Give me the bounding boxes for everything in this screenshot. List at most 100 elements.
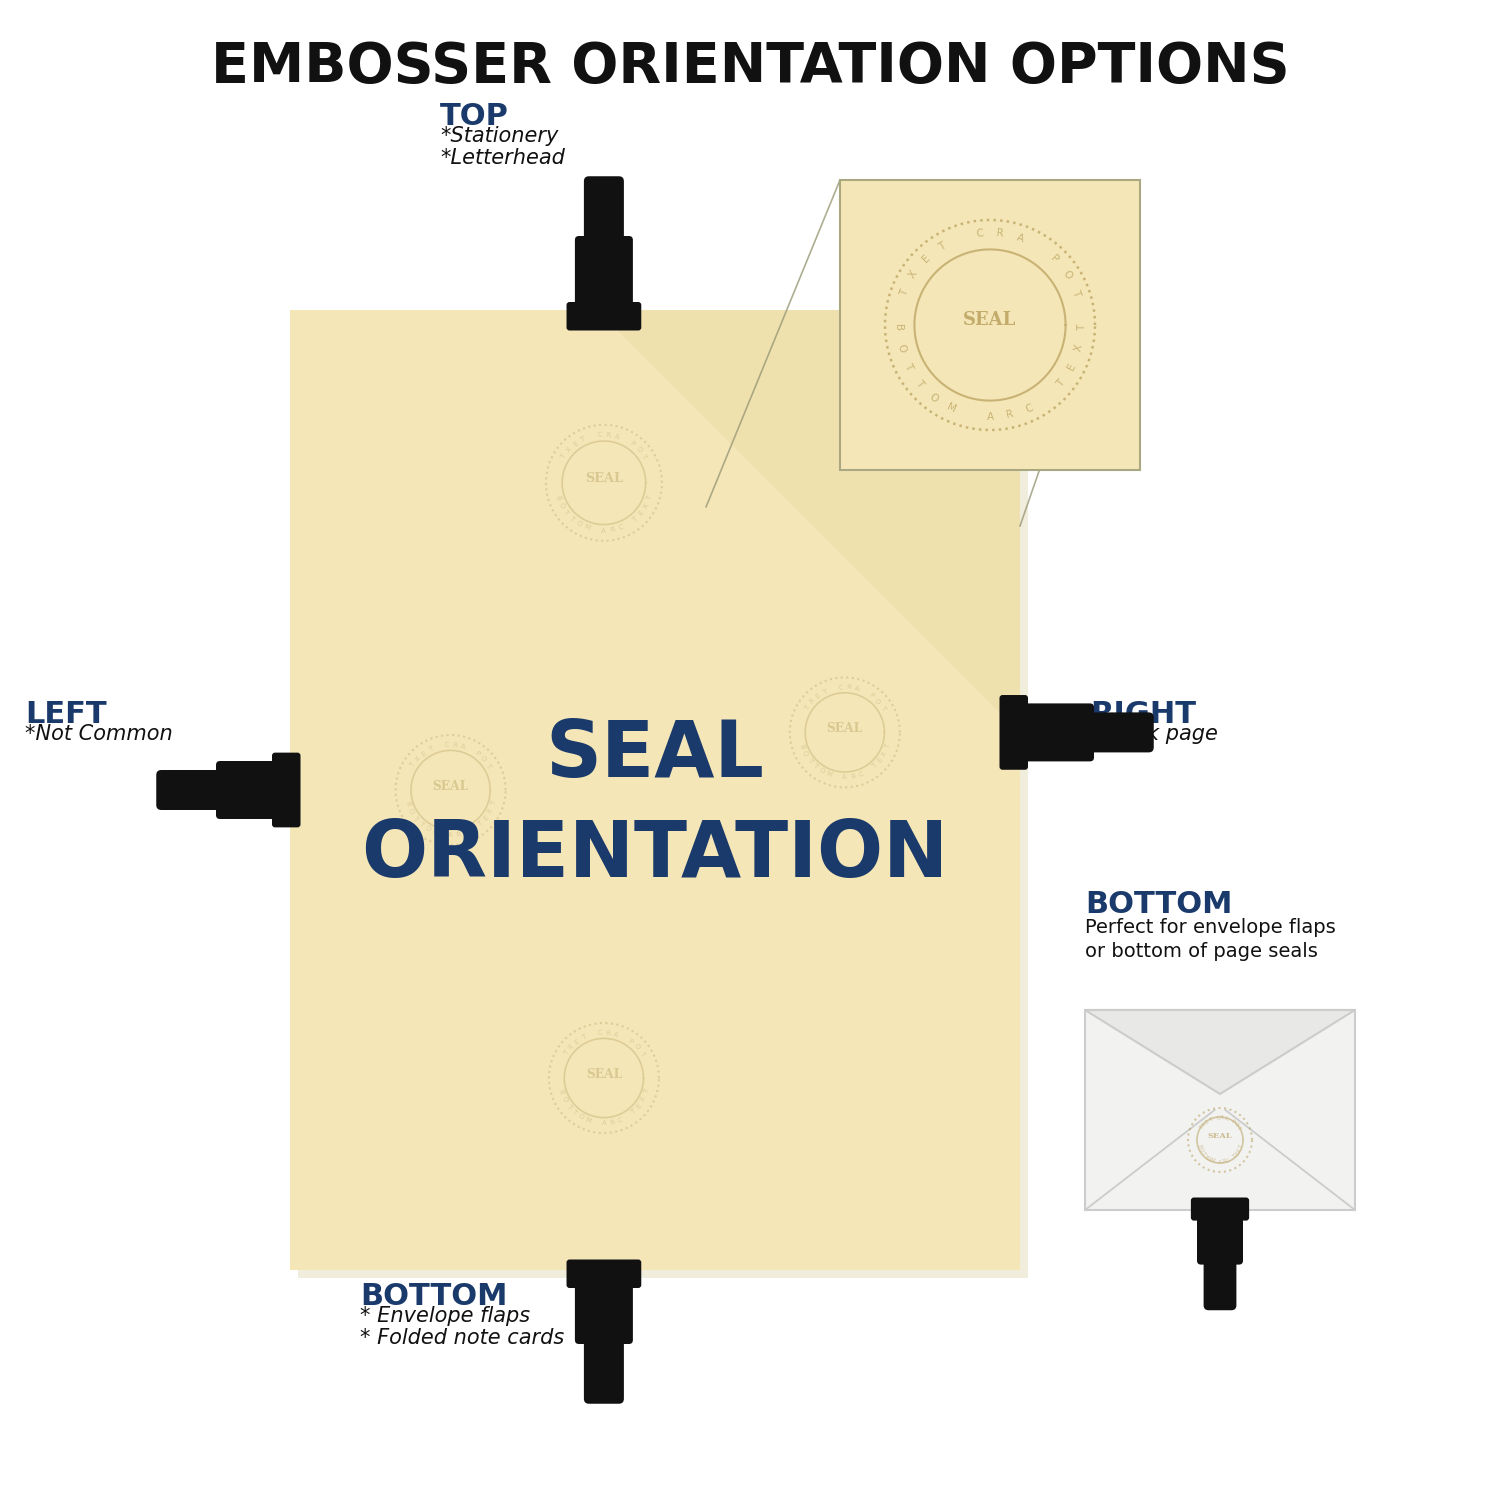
Text: R: R	[850, 774, 855, 780]
Text: T: T	[410, 762, 417, 768]
Text: A: A	[448, 833, 453, 839]
Text: C: C	[464, 828, 470, 836]
Text: X: X	[1236, 1148, 1242, 1154]
Text: SEAL: SEAL	[963, 310, 1017, 328]
Text: T: T	[871, 762, 877, 770]
FancyBboxPatch shape	[574, 1266, 633, 1344]
Text: T: T	[484, 762, 492, 768]
FancyBboxPatch shape	[567, 1260, 642, 1288]
Text: BOTTOM: BOTTOM	[1084, 890, 1233, 920]
Text: O: O	[873, 698, 882, 705]
Text: O: O	[634, 446, 644, 454]
Text: E: E	[482, 815, 489, 822]
Text: O: O	[818, 766, 825, 776]
Text: T: T	[879, 705, 886, 711]
Text: T: T	[638, 1050, 645, 1056]
Text: B: B	[892, 324, 903, 332]
FancyBboxPatch shape	[272, 753, 300, 828]
Text: P: P	[628, 441, 636, 447]
Text: X: X	[567, 1042, 574, 1052]
FancyBboxPatch shape	[1076, 712, 1154, 753]
Text: T: T	[570, 1108, 578, 1116]
Text: A: A	[843, 774, 848, 780]
Text: O: O	[558, 501, 566, 510]
Text: O: O	[561, 1095, 568, 1102]
Text: SEAL: SEAL	[585, 472, 622, 486]
Text: T: T	[1071, 288, 1082, 297]
Text: C: C	[975, 228, 984, 238]
Text: B: B	[404, 801, 411, 807]
Text: T: T	[411, 815, 419, 822]
Text: T: T	[427, 746, 433, 753]
Text: E: E	[574, 1038, 580, 1046]
Text: B: B	[798, 742, 806, 750]
Text: T: T	[580, 1034, 588, 1041]
Text: O: O	[896, 342, 906, 352]
Text: O: O	[406, 807, 416, 814]
Text: R: R	[606, 432, 610, 438]
Text: X: X	[566, 446, 573, 453]
Text: P: P	[474, 750, 480, 758]
Polygon shape	[1084, 1010, 1354, 1094]
Text: B: B	[555, 494, 562, 501]
Text: E: E	[1204, 1119, 1210, 1125]
FancyBboxPatch shape	[840, 180, 1140, 470]
Text: T: T	[1232, 1154, 1238, 1160]
Text: T: T	[562, 1050, 570, 1056]
Text: P: P	[868, 693, 874, 699]
Text: R: R	[1220, 1116, 1224, 1120]
FancyBboxPatch shape	[999, 694, 1028, 770]
Text: *Stationery: *Stationery	[440, 126, 558, 146]
Text: X: X	[880, 750, 888, 758]
Text: T: T	[560, 453, 567, 460]
Text: A: A	[459, 742, 465, 750]
Text: T: T	[579, 436, 586, 442]
Text: T: T	[1238, 1144, 1244, 1149]
Text: T: T	[884, 744, 891, 748]
Text: O: O	[423, 825, 432, 833]
Text: T: T	[1236, 1125, 1242, 1131]
Text: A: A	[1016, 232, 1025, 244]
Text: A: A	[987, 413, 993, 422]
Text: O: O	[576, 520, 584, 528]
Text: C: C	[597, 432, 603, 438]
Text: * Envelope flaps: * Envelope flaps	[360, 1306, 530, 1326]
Text: R: R	[456, 831, 462, 837]
FancyBboxPatch shape	[567, 302, 642, 330]
Text: *Letterhead: *Letterhead	[440, 148, 566, 168]
Text: P: P	[1048, 254, 1060, 264]
Text: ORIENTATION: ORIENTATION	[362, 818, 948, 892]
Text: C: C	[616, 1116, 622, 1124]
Text: E: E	[815, 693, 822, 699]
Text: LEFT: LEFT	[26, 700, 106, 729]
Text: T: T	[1077, 324, 1088, 332]
Text: O: O	[1233, 1122, 1239, 1128]
FancyBboxPatch shape	[1016, 704, 1094, 762]
Text: R: R	[606, 1030, 610, 1036]
Text: A: A	[1218, 1160, 1222, 1164]
Text: P: P	[627, 1038, 634, 1046]
Text: SEAL: SEAL	[827, 722, 862, 735]
Text: B: B	[558, 1089, 564, 1095]
Text: T: T	[417, 821, 424, 828]
Text: T: T	[902, 362, 914, 372]
Text: O: O	[478, 754, 488, 764]
Text: E: E	[876, 758, 884, 764]
Text: T: T	[1208, 1118, 1214, 1124]
Text: BOTTOM: BOTTOM	[360, 1282, 507, 1311]
Text: C: C	[1216, 1116, 1219, 1120]
Text: * Folded note cards: * Folded note cards	[360, 1328, 564, 1348]
Text: M: M	[430, 828, 438, 836]
FancyBboxPatch shape	[298, 318, 1028, 1278]
Text: R: R	[1221, 1160, 1226, 1164]
Text: E: E	[1234, 1150, 1240, 1156]
Text: T: T	[1200, 1150, 1206, 1156]
Text: R: R	[996, 228, 1004, 238]
Text: R: R	[452, 742, 458, 748]
Text: Perfect for envelope flaps: Perfect for envelope flaps	[1084, 918, 1335, 938]
Text: T: T	[1198, 1125, 1204, 1131]
FancyBboxPatch shape	[156, 770, 236, 810]
Text: C: C	[597, 1030, 603, 1036]
Text: X: X	[640, 1095, 648, 1102]
FancyBboxPatch shape	[1197, 1203, 1243, 1264]
